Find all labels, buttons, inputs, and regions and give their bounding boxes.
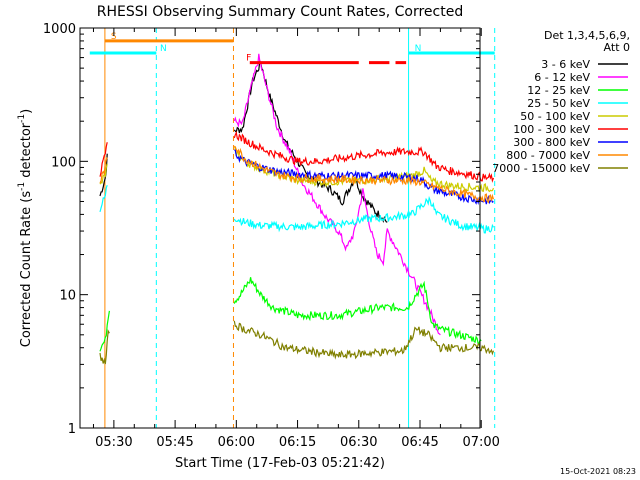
x-axis-label: Start Time (17-Feb-03 05:21:42) [175, 456, 385, 471]
legend-label: 25 - 50 keV [527, 97, 590, 110]
y-axis-label-prefix: Corrected Count Rate (s [19, 191, 34, 348]
generated-timestamp: 15-Oct-2021 08:23 [560, 467, 636, 476]
y-tick-label: 10 [59, 289, 76, 304]
y-axis-label-exponent: -1 [17, 114, 27, 123]
y-axis-label-suffix: ) [19, 109, 34, 114]
x-tick-label: 06:15 [279, 435, 316, 450]
x-tick-label: 06:45 [401, 435, 438, 450]
legend-header-line-2: Att 0 [604, 41, 630, 54]
x-tick-label: 07:00 [462, 435, 499, 450]
series-line [99, 145, 495, 204]
y-axis-label: Corrected Count Rate (s-1 detector-1) [17, 109, 34, 347]
series-line [99, 277, 482, 352]
y-tick-label: 1000 [43, 22, 76, 37]
x-tick-label: 05:30 [95, 435, 132, 450]
chart-title: RHESSI Observing Summary Count Rates, Co… [97, 4, 463, 20]
y-axis-label-middle: detector [19, 122, 34, 182]
legend-label: 300 - 800 keV [513, 136, 590, 149]
axes: 05:30 05:45 06:00 06:15 06:30 06:45 07:00 1 10 10… [43, 22, 500, 450]
plot-frame [79, 27, 481, 429]
flag-label: F [246, 54, 251, 64]
x-tick-label: 06:00 [218, 435, 255, 450]
series-line [99, 185, 495, 234]
legend-label: 100 - 300 keV [513, 123, 590, 136]
series-line [99, 320, 495, 365]
y-axis-label-exponent: -1 [17, 182, 27, 191]
legend-label: 7000 - 15000 keV [492, 162, 590, 175]
series-line [99, 130, 495, 183]
series-line [233, 53, 441, 336]
attenuator-flags: S N N F [89, 32, 495, 65]
flag-label: S [111, 32, 117, 42]
y-tick-label: 1 [68, 422, 76, 437]
legend-label: 800 - 7000 keV [506, 149, 590, 162]
flag-label: N [415, 44, 422, 54]
legend-label: 50 - 100 keV [520, 110, 590, 123]
legend-header-line-1: Det 1,3,4,5,6,9, [544, 29, 630, 42]
y-tick-label: 100 [51, 155, 76, 170]
legend-label: 3 - 6 keV [541, 58, 590, 71]
x-tick-label: 05:45 [156, 435, 193, 450]
flag-label: N [160, 44, 167, 54]
series-lines [99, 53, 495, 365]
legend-label: 6 - 12 keV [534, 71, 590, 84]
legend-label: 12 - 25 keV [527, 84, 590, 97]
x-tick-label: 06:30 [340, 435, 377, 450]
